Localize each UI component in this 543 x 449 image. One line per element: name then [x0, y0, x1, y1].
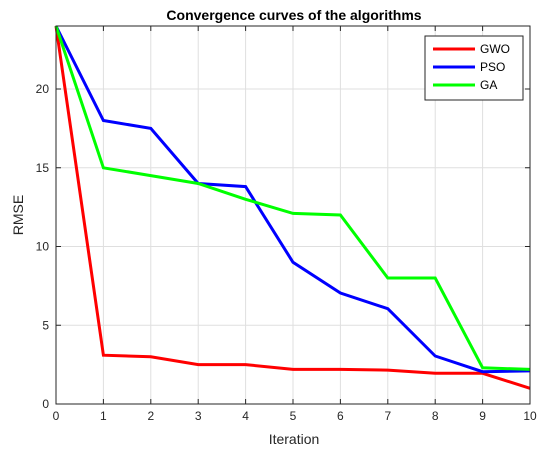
legend: GWO PSO GA [424, 35, 524, 101]
series-lines [54, 25, 531, 390]
series-line-pso [54, 25, 531, 374]
x-tick-label: 5 [290, 409, 297, 423]
x-tick-label: 6 [337, 409, 344, 423]
series-line-ga [54, 25, 531, 371]
x-tick-label: 2 [147, 409, 154, 423]
legend-label-pso: PSO [480, 60, 505, 74]
x-tick-label: 0 [53, 409, 60, 423]
y-tick-label: 5 [42, 318, 49, 332]
x-tick-label: 1 [100, 409, 107, 423]
x-tick-label: 10 [523, 409, 537, 423]
y-tick-label: 15 [36, 161, 50, 175]
legend-label-gwo: GWO [480, 42, 510, 56]
x-tick-label: 3 [195, 409, 202, 423]
y-tick-label: 0 [42, 397, 49, 411]
x-tick-label: 9 [479, 409, 486, 423]
y-tick-label: 20 [36, 82, 50, 96]
x-axis-label: Iteration [269, 431, 320, 447]
y-axis-label: RMSE [10, 195, 26, 235]
x-tick-label: 7 [384, 409, 391, 423]
y-tick-label: 10 [36, 240, 50, 254]
axis-ticks: 0 1 2 3 4 5 6 7 8 9 10 0 5 10 15 20 [36, 26, 537, 423]
x-tick-label: 8 [432, 409, 439, 423]
x-tick-label: 4 [242, 409, 249, 423]
chart-title: Convergence curves of the algorithms [166, 7, 421, 23]
series-line-gwo [54, 25, 531, 390]
legend-label-ga: GA [480, 78, 497, 92]
